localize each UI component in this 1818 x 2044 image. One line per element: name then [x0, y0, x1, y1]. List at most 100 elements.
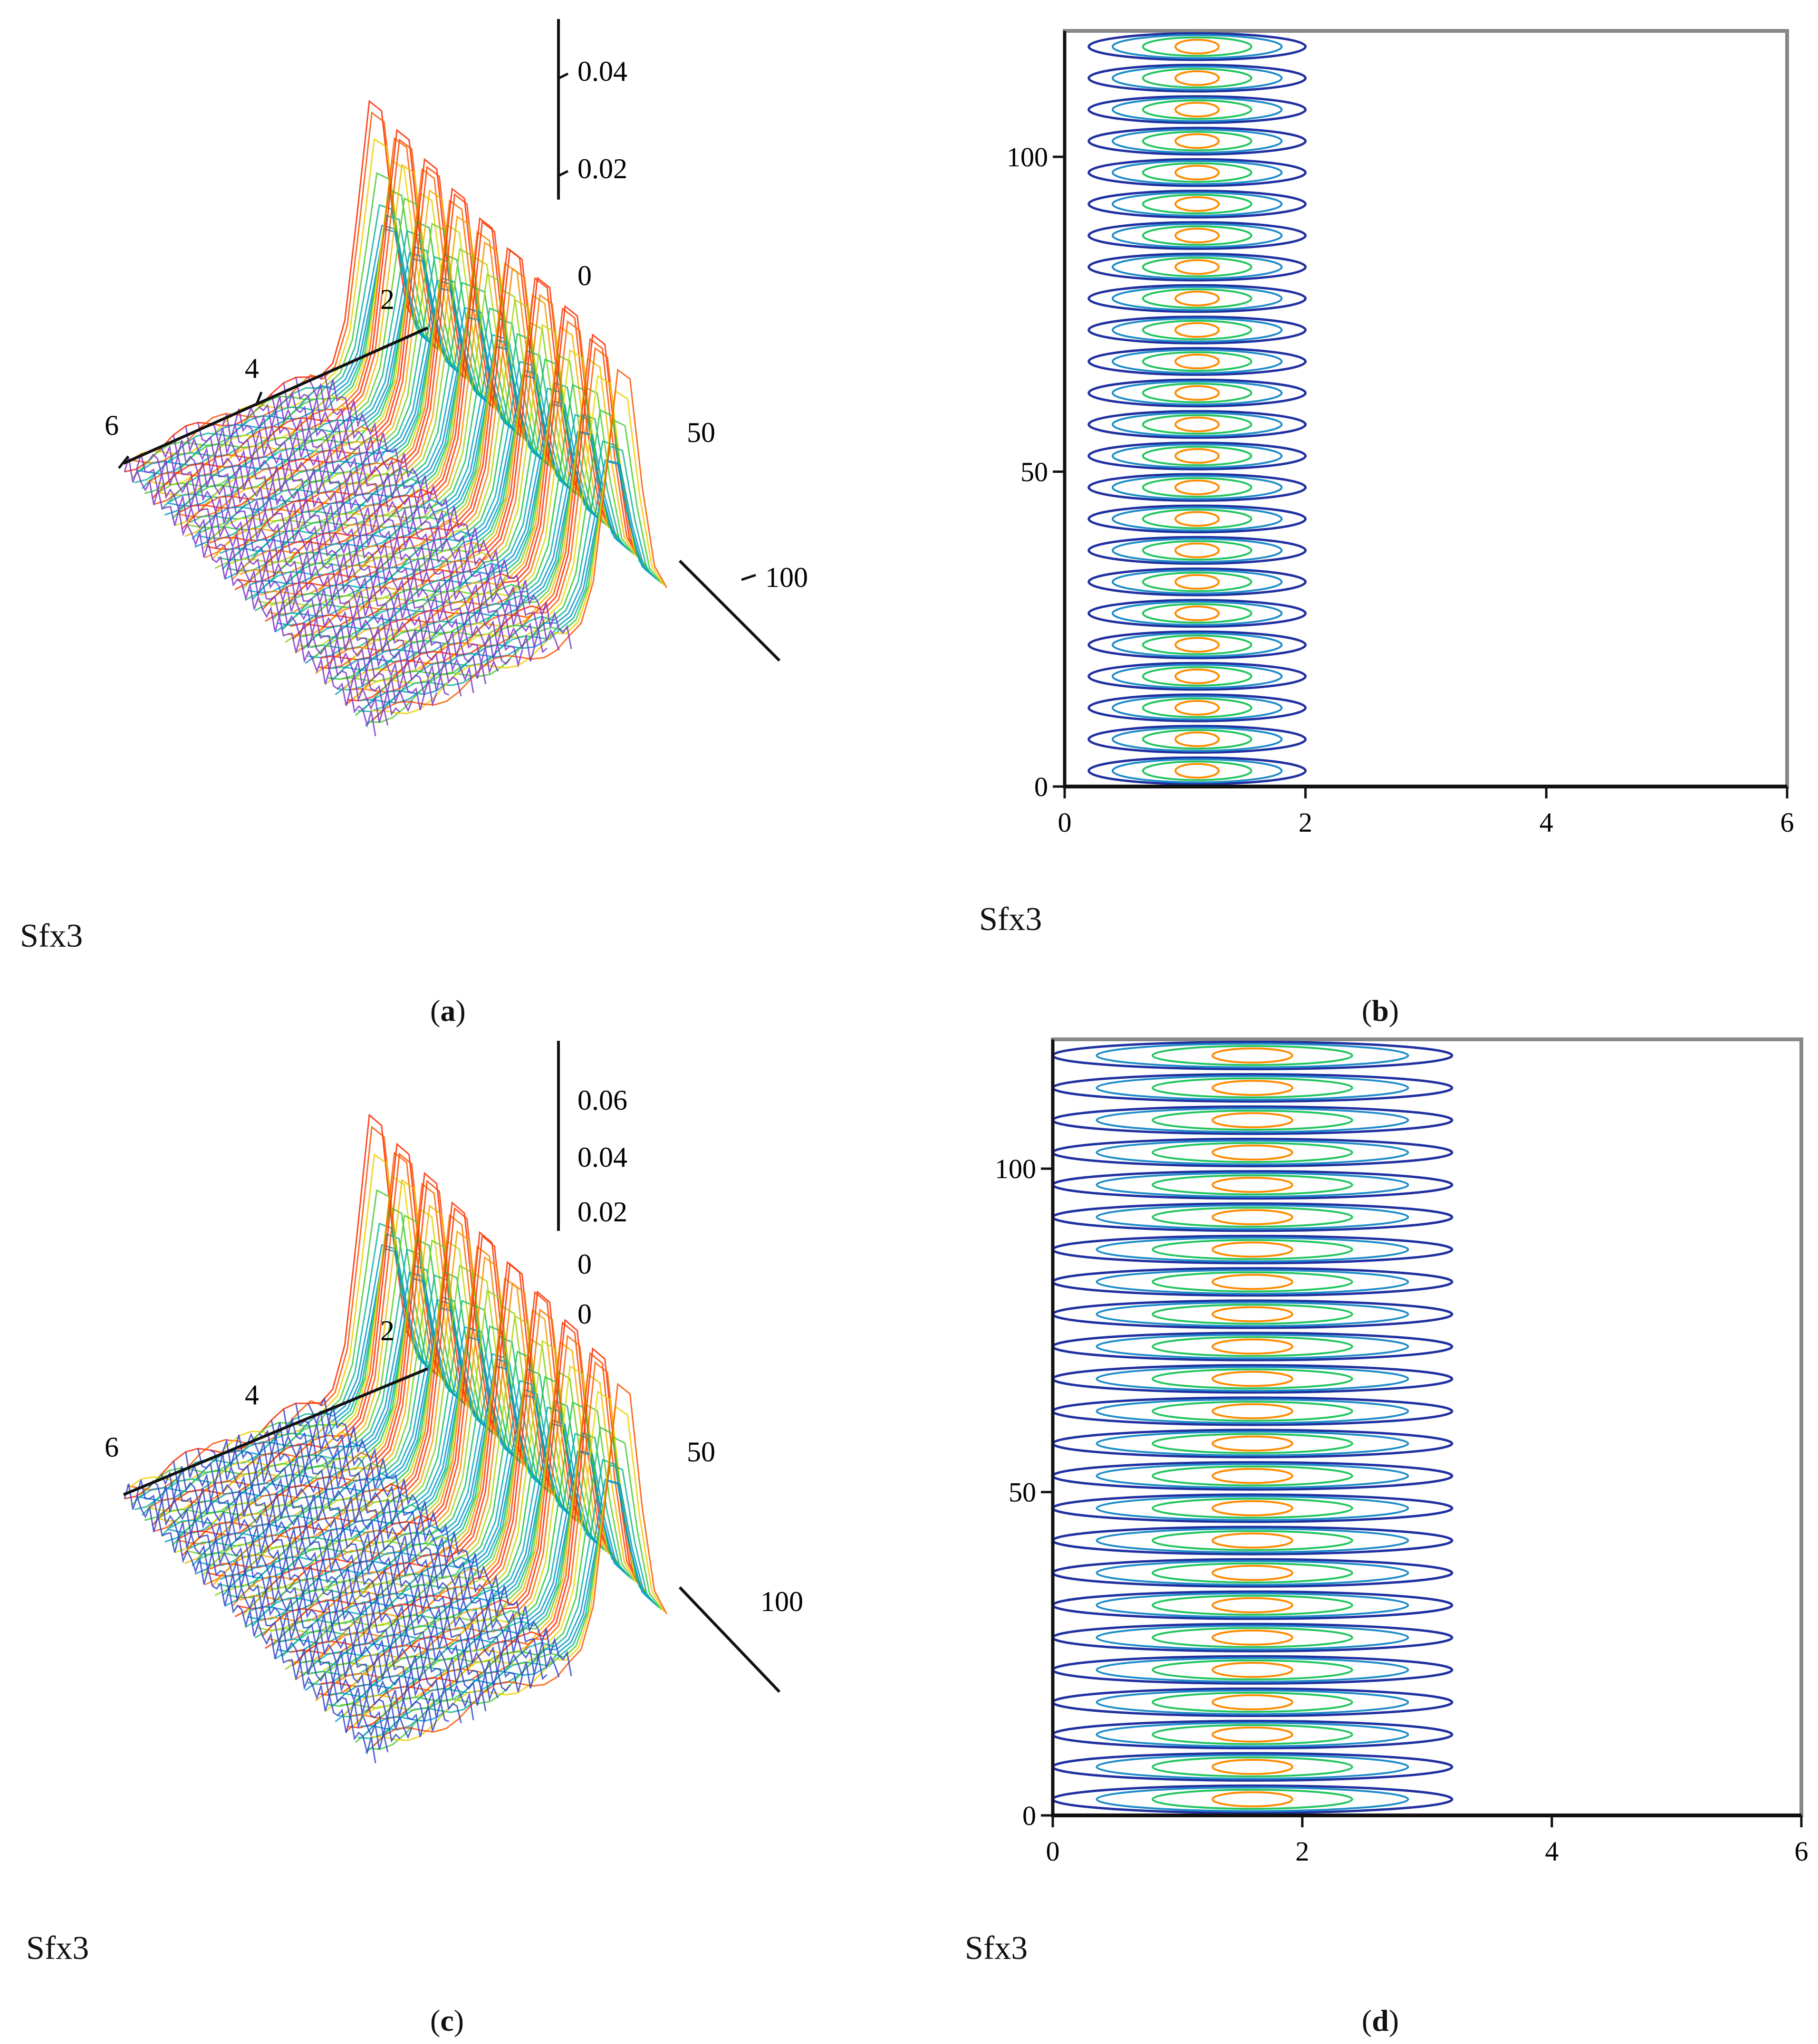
contour-line	[1111, 286, 1283, 311]
contour-line	[1111, 317, 1283, 343]
contour-line	[1111, 97, 1283, 122]
contour-line	[1174, 448, 1220, 464]
contour-line	[1096, 1754, 1409, 1780]
contour-line	[1152, 1594, 1353, 1616]
contour-line	[1111, 34, 1283, 59]
contour-line	[1087, 95, 1307, 124]
contour-line	[1111, 223, 1283, 248]
contour-line	[1174, 480, 1220, 496]
contour-line	[1152, 1465, 1353, 1487]
surface-plot-c: 0.06 0.04 0.02 0 0 2 4 6 50 100	[105, 1041, 803, 1764]
contour-line	[1212, 1306, 1293, 1323]
mesh-line	[259, 1430, 511, 1692]
contour-line	[1142, 697, 1252, 718]
contour-line	[1111, 380, 1283, 406]
contour-line	[1087, 410, 1307, 439]
contour-lines-b	[1087, 32, 1307, 786]
mesh-line	[345, 337, 640, 706]
contour-line	[1174, 416, 1220, 432]
contour-line	[1174, 574, 1220, 590]
contour-line	[1152, 1756, 1353, 1777]
mesh-line	[172, 221, 467, 519]
contour-line	[1174, 164, 1220, 181]
caption-c: (c)	[430, 2004, 464, 2037]
contour-line	[1152, 1401, 1353, 1422]
contour-line	[1087, 504, 1307, 534]
mesh-line	[319, 1397, 572, 1677]
contour-line	[1142, 729, 1252, 750]
mesh-line	[141, 214, 437, 489]
contour-line	[1087, 536, 1307, 565]
contour-line	[1174, 637, 1220, 653]
contour-line	[1174, 70, 1220, 86]
x-tick-a-0: 2	[380, 284, 394, 315]
contour-line	[1152, 1659, 1353, 1680]
x-tick-label: 0	[1046, 1836, 1060, 1867]
contour-line	[1152, 1530, 1353, 1551]
z-tick-c-1: 0.04	[577, 1142, 627, 1173]
contour-line	[1142, 509, 1252, 529]
mesh-line	[124, 1483, 376, 1764]
mesh-line	[144, 189, 439, 494]
contour-line	[1152, 1174, 1353, 1196]
x-axis-a	[123, 326, 429, 465]
contour-line	[1087, 316, 1307, 345]
contour-line	[1212, 1532, 1293, 1549]
mesh-line	[345, 1352, 640, 1733]
contour-line	[1212, 1564, 1293, 1581]
contour-line	[1174, 290, 1220, 307]
panel-c: 0.06 0.04 0.02 0 0 2 4 6 50 100 Sfx3	[0, 1027, 903, 2044]
mesh-line	[234, 217, 529, 590]
z-tick-c-2: 0.02	[577, 1196, 627, 1228]
mesh-line	[144, 1206, 439, 1521]
contour-line	[1096, 1172, 1409, 1198]
contour-line	[1152, 1142, 1353, 1163]
plot-label-d: Sfx3	[965, 1930, 1028, 1967]
contour-line	[1174, 542, 1220, 558]
contour-line	[1111, 66, 1283, 91]
contour-line	[1096, 1527, 1409, 1554]
contour-line	[1174, 102, 1220, 118]
mesh-line	[136, 453, 389, 726]
y-tick-c-1: 100	[760, 1586, 803, 1617]
surface-mesh-a	[124, 100, 668, 737]
contour-line	[1142, 288, 1252, 309]
mesh-line	[295, 294, 590, 654]
contour-line	[1174, 322, 1220, 338]
contour-line	[1087, 756, 1307, 786]
contour-line	[1152, 1304, 1353, 1325]
contour-line	[1152, 1627, 1353, 1648]
z-tick-c-3: 0	[577, 1248, 592, 1280]
mesh-line	[179, 1171, 474, 1539]
contour-line	[1174, 700, 1220, 716]
y-tick-label: 50	[1020, 457, 1048, 488]
contour-line	[1212, 1047, 1293, 1064]
surface-plot-a: 0.04 0.02 0 2 4 6 50 100	[105, 19, 808, 737]
contour-line	[1096, 1430, 1409, 1457]
mesh-line	[242, 1289, 537, 1617]
x-tick-label: 4	[1545, 1836, 1559, 1867]
contour-line	[1142, 571, 1252, 592]
contour-line	[1142, 36, 1252, 57]
contour-line	[1174, 385, 1220, 401]
mesh-line	[210, 1449, 462, 1724]
mesh-line	[160, 1470, 413, 1739]
y-tick-label: 50	[1009, 1477, 1036, 1508]
caption-b: (b)	[1362, 994, 1399, 1027]
contour-line	[1212, 1177, 1293, 1193]
x-tick-a-1: 4	[245, 353, 259, 384]
contour-line	[1087, 284, 1307, 313]
contour-line	[1087, 378, 1307, 408]
contour-line	[1096, 1334, 1409, 1360]
contour-line	[1142, 540, 1252, 561]
contour-line	[1174, 354, 1220, 370]
contour-line	[1152, 1271, 1353, 1293]
mesh-line	[244, 1325, 539, 1628]
contour-line	[1096, 1592, 1409, 1618]
y-tick-a-1: 100	[765, 562, 808, 593]
contour-line	[1212, 1274, 1293, 1290]
mesh-line	[151, 1142, 447, 1526]
z-tick-a-1: 0.02	[577, 153, 627, 184]
contour-line	[1142, 383, 1252, 403]
mesh-line	[240, 1256, 535, 1601]
